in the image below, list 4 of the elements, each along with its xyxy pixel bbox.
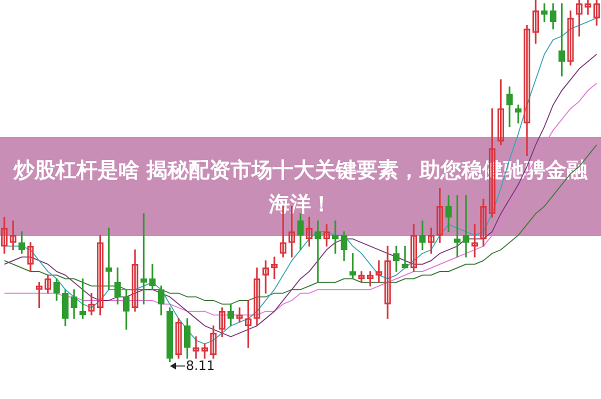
candlestick — [402, 246, 408, 268]
candlestick — [314, 220, 322, 283]
candlestick — [462, 195, 470, 258]
annotation: 8.11 — [186, 358, 215, 374]
